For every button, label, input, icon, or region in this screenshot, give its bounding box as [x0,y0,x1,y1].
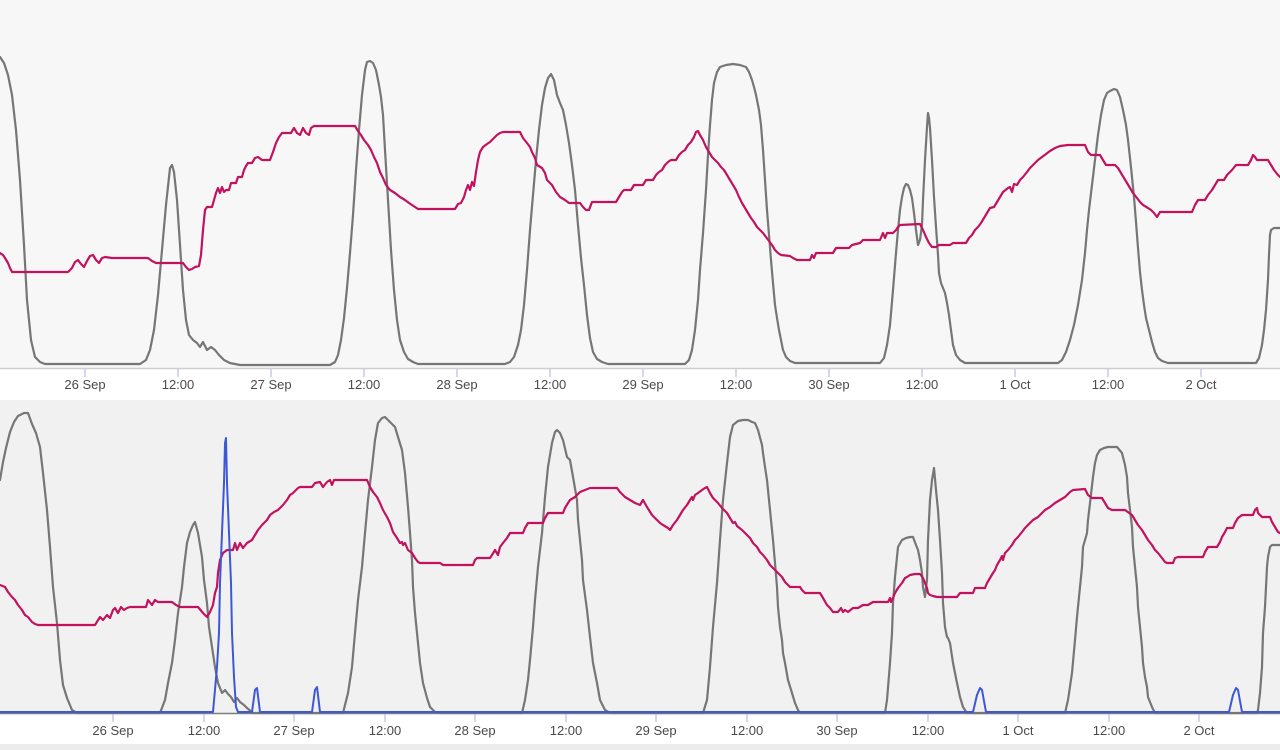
x-axis-label: 30 Sep [808,377,849,392]
x-axis-label: 12:00 [720,377,753,392]
x-axis-label: 29 Sep [622,377,663,392]
x-axis-label: 12:00 [162,377,195,392]
footer-strip [0,744,1280,750]
x-axis-label: 12:00 [188,723,221,738]
x-axis-label: 26 Sep [64,377,105,392]
top-chart-panel: 26 Sep 12:00 27 Sep 12:00 28 Sep 12:00 29 Sep 1… [0,55,1280,400]
x-axis-label: 29 Sep [635,723,676,738]
x-axis-label: 30 Sep [816,723,857,738]
x-axis-label: 27 Sep [250,377,291,392]
x-axis-label: 12:00 [731,723,764,738]
x-axis-label: 12:00 [1093,723,1126,738]
x-axis-label: 26 Sep [92,723,133,738]
x-axis-label: 28 Sep [454,723,495,738]
bottom-chart-panel: 26 Sep 12:00 27 Sep 12:00 28 Sep 12:00 29 Sep 1… [0,400,1280,750]
x-axis-strip [0,368,1280,400]
top-chart-svg: 26 Sep 12:00 27 Sep 12:00 28 Sep 12:00 29 Sep 1… [0,55,1280,400]
x-axis-label: 1 Oct [999,377,1030,392]
series-magenta-stepped-line [0,124,1280,274]
x-axis-label: 12:00 [369,723,402,738]
series-gray-daily-bell-line [0,55,1280,367]
plot-area [0,400,1280,713]
x-axis-label: 2 Oct [1185,377,1216,392]
x-axis-label: 1 Oct [1002,723,1033,738]
x-axis-strip [0,713,1280,750]
x-axis-label: 28 Sep [436,377,477,392]
bottom-chart-svg: 26 Sep 12:00 27 Sep 12:00 28 Sep 12:00 29 Sep 1… [0,400,1280,750]
x-axis-label: 12:00 [534,377,567,392]
x-axis-label: 12:00 [912,723,945,738]
x-axis-label: 27 Sep [273,723,314,738]
series-magenta-stepped-line [0,478,1280,627]
series-gray-daily-bell-line [0,411,1280,715]
x-axis-label: 12:00 [906,377,939,392]
x-axis-label: 12:00 [1092,377,1125,392]
x-axis-label: 2 Oct [1183,723,1214,738]
x-axis-label: 12:00 [550,723,583,738]
series-blue-spikes-line [0,437,1280,713]
x-axis-label: 12:00 [348,377,381,392]
